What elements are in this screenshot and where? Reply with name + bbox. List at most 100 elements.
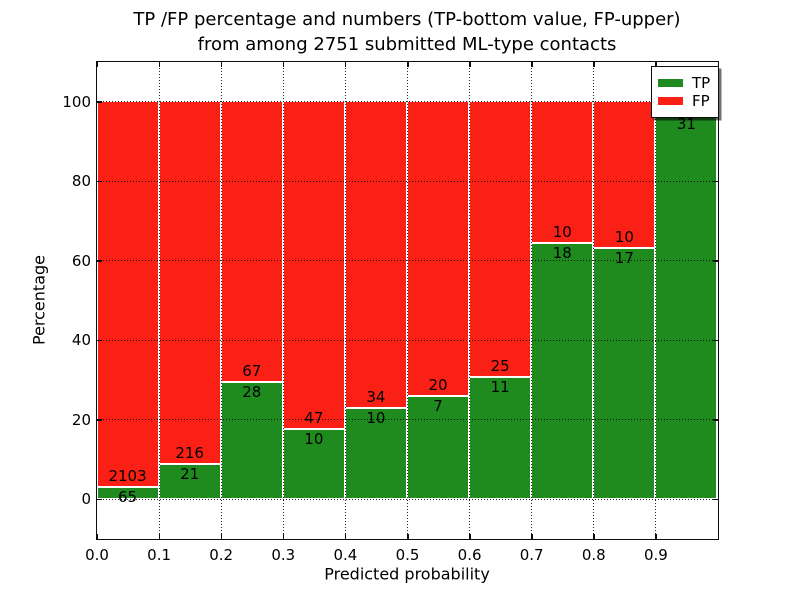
y-tick-mark <box>712 419 718 421</box>
bar-count-label-fp: 10 <box>614 228 634 247</box>
bar-count-label-fp: 2103 <box>108 466 147 485</box>
gridline-vertical <box>655 61 657 539</box>
x-tick-mark <box>593 533 595 539</box>
gridline-vertical <box>531 61 533 539</box>
y-tick-label: 40 <box>71 331 91 350</box>
y-tick-mark <box>96 419 102 421</box>
x-tick-label: 0.0 <box>85 546 109 564</box>
bar-count-label-fp: 216 <box>175 443 204 462</box>
chart-title-line2: from among 2751 submitted ML-type contac… <box>197 34 617 55</box>
bar-count-label-fp: 10 <box>552 223 572 242</box>
y-tick-label: 100 <box>62 92 91 111</box>
x-tick-mark <box>96 61 98 67</box>
x-tick-mark <box>655 61 657 67</box>
legend-swatch-fp-icon <box>658 97 683 105</box>
x-tick-label: 0.8 <box>581 546 606 564</box>
x-tick-mark <box>593 61 595 67</box>
y-tick-label: 20 <box>71 410 91 429</box>
x-tick-mark <box>469 61 471 67</box>
x-tick-label: 0.7 <box>519 546 544 564</box>
gridline-vertical <box>593 61 595 539</box>
x-tick-mark <box>282 61 285 67</box>
y-tick-label: 60 <box>71 251 91 270</box>
x-tick-mark <box>96 533 98 539</box>
gridline-vertical <box>344 61 346 539</box>
y-tick-mark <box>96 260 102 262</box>
bar-count-label-fp: 34 <box>366 388 386 407</box>
gridline-vertical <box>469 61 471 539</box>
bar-count-label-tp: 65 <box>118 487 138 506</box>
bar-segment-tp <box>407 395 470 499</box>
bar-count-label-tp: 10 <box>304 430 324 448</box>
y-tick-mark <box>712 339 718 342</box>
chart-title-line1: TP /FP percentage and numbers (TP-bottom… <box>133 9 681 30</box>
bar-segment-fp <box>344 101 407 409</box>
y-tick-mark <box>96 339 102 342</box>
y-tick-label: 80 <box>71 172 91 191</box>
y-tick-mark <box>96 498 102 501</box>
bar-segment-tp <box>96 486 159 499</box>
legend-entry: FP <box>658 93 710 109</box>
plot-area: 2103 65 216 21 67 28 47 10 34 10 20 7 25 11 10 18 10 17 31 <box>95 60 719 540</box>
x-tick-label: 0.9 <box>643 546 668 564</box>
legend-entry: TP <box>658 75 710 91</box>
bar-segment-fp <box>96 101 159 487</box>
bar-count-label-tp: 11 <box>490 378 510 397</box>
legend: TP FP <box>651 66 720 118</box>
bar-count-label-tp: 31 <box>676 114 696 133</box>
x-tick-mark <box>282 533 285 539</box>
gridline-vertical <box>158 61 160 539</box>
y-tick-mark <box>712 180 718 183</box>
x-tick-label: 0.6 <box>457 546 482 564</box>
x-tick-mark <box>655 533 657 539</box>
chart-title: TP /FP percentage and numbers (TP-bottom… <box>133 7 680 57</box>
bar-count-label-tp: 10 <box>366 409 386 428</box>
x-tick-mark <box>531 61 533 67</box>
legend-swatch-tp-icon <box>658 79 683 87</box>
bar-segment-fp <box>469 101 532 378</box>
bar-segment-tp <box>158 463 221 499</box>
legend-label: FP <box>692 92 710 110</box>
bar-count-label-fp: 20 <box>428 375 448 394</box>
x-tick-mark <box>407 61 409 67</box>
bar-count-label-fp: 67 <box>242 361 262 380</box>
bar-count-label-fp: 47 <box>304 409 324 427</box>
bar-segment-fp <box>220 101 283 382</box>
x-tick-label: 0.5 <box>395 546 420 564</box>
x-tick-mark <box>407 533 409 539</box>
bar-count-label-tp: 21 <box>180 464 200 483</box>
x-tick-label: 0.2 <box>209 546 234 564</box>
x-tick-mark <box>469 533 471 539</box>
x-tick-mark <box>344 533 347 539</box>
legend-label: TP <box>692 74 711 92</box>
bar-count-label-tp: 17 <box>614 249 634 268</box>
bar-segment-fp <box>407 101 470 396</box>
x-tick-mark <box>531 533 533 539</box>
y-tick-mark <box>712 260 718 262</box>
y-tick-label: 0 <box>81 490 91 509</box>
x-tick-mark <box>344 61 347 67</box>
x-tick-mark <box>220 533 223 539</box>
x-axis-label: Predicted probability <box>324 564 490 584</box>
y-tick-mark <box>96 101 102 103</box>
bar-segment-tp <box>593 248 656 499</box>
bar-segment-tp <box>655 113 718 499</box>
bar-count-label-tp: 18 <box>552 244 572 263</box>
bar-segment-fp <box>531 101 594 244</box>
bar-count-label-tp: 7 <box>433 396 443 415</box>
x-tick-mark <box>158 533 161 539</box>
bar-segment-fp <box>593 101 656 249</box>
y-tick-mark <box>712 498 718 501</box>
x-tick-mark <box>158 61 161 67</box>
gridline-vertical <box>407 61 408 539</box>
x-tick-label: 0.3 <box>271 546 296 564</box>
bar-segment-fp <box>282 101 345 429</box>
bar-segment-fp <box>158 101 221 464</box>
x-tick-mark <box>220 61 223 67</box>
bar-segment-tp <box>531 243 594 499</box>
gridline-vertical <box>282 61 284 539</box>
gridline-vertical <box>220 61 222 539</box>
x-tick-label: 0.1 <box>147 546 172 564</box>
y-tick-mark <box>96 180 102 183</box>
